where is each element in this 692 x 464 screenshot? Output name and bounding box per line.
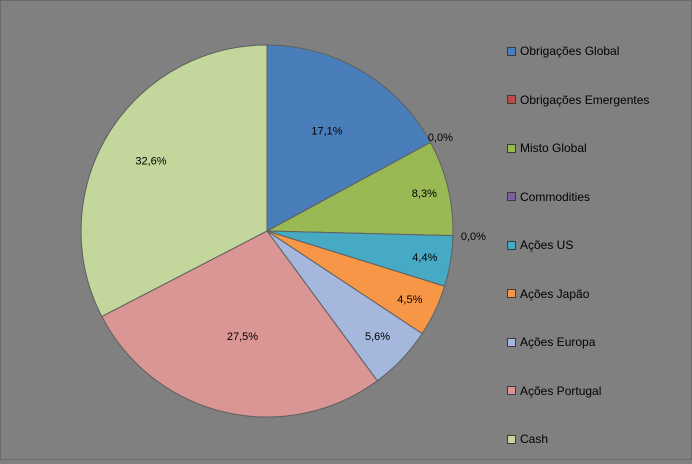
legend-label: Commodities: [520, 189, 591, 204]
data-label: 0,0%: [461, 231, 486, 243]
legend-item: Obrigações Global: [507, 27, 687, 76]
legend-label: Obrigações Global: [520, 44, 620, 59]
legend-label: Cash: [520, 432, 549, 447]
legend-item: Cash: [507, 415, 687, 464]
legend-swatch: [507, 95, 516, 105]
data-label: 27,5%: [227, 331, 258, 343]
legend-swatch: [507, 46, 516, 56]
data-label: 4,5%: [397, 294, 422, 306]
pie-slice: [266, 44, 432, 232]
legend-item: Ações Portugal: [507, 367, 687, 416]
legend-item: Ações Japão: [507, 270, 687, 319]
legend-label: Ações US: [520, 238, 574, 253]
legend-item: Commodities: [507, 173, 687, 222]
pie-slice: [101, 230, 378, 418]
pie-slice: [265, 141, 454, 237]
legend-label: Misto Global: [520, 141, 587, 156]
data-label: 5,6%: [365, 331, 390, 343]
data-label: 4,4%: [412, 252, 437, 264]
legend-item: Misto Global: [507, 124, 687, 173]
legend-swatch: [507, 192, 516, 202]
legend-item: Ações Europa: [507, 318, 687, 367]
data-label: 0,0%: [428, 132, 453, 144]
legend-swatch: [507, 434, 516, 444]
legend-swatch: [507, 240, 516, 250]
data-label: 17,1%: [311, 125, 342, 137]
legend-swatch: [507, 337, 516, 347]
legend-label: Ações Europa: [520, 335, 596, 350]
data-label: 8,3%: [412, 188, 437, 200]
legend-item: Obrigações Emergentes: [507, 76, 687, 125]
legend-label: Ações Japão: [520, 286, 590, 301]
data-label: 32,6%: [135, 155, 166, 167]
legend-item: Ações US: [507, 221, 687, 270]
legend-swatch: [507, 289, 516, 299]
legend: Obrigações Global Obrigações Emergentes Mi…: [507, 27, 687, 464]
legend-swatch: [507, 386, 516, 396]
pie-slice: [80, 44, 268, 318]
legend-label: Obrigações Emergentes: [520, 92, 650, 107]
legend-swatch: [507, 143, 516, 153]
legend-label: Ações Portugal: [520, 383, 602, 398]
